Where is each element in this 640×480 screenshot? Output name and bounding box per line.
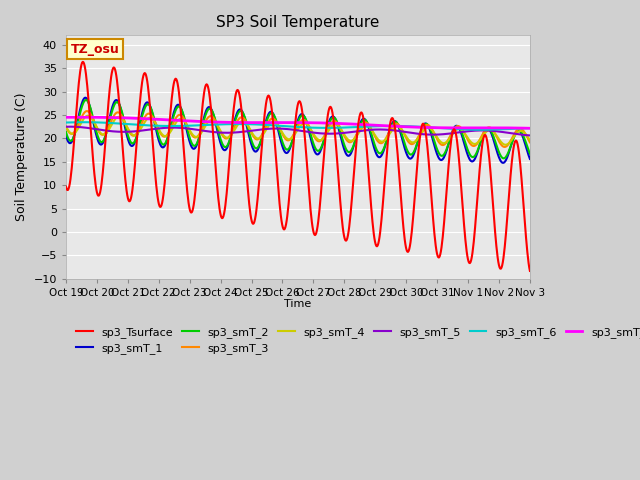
- X-axis label: Time: Time: [284, 299, 312, 309]
- Title: SP3 Soil Temperature: SP3 Soil Temperature: [216, 15, 380, 30]
- Text: TZ_osu: TZ_osu: [70, 43, 119, 56]
- Legend: sp3_Tsurface, sp3_smT_1, sp3_smT_2, sp3_smT_3, sp3_smT_4, sp3_smT_5, sp3_smT_6, : sp3_Tsurface, sp3_smT_1, sp3_smT_2, sp3_…: [72, 322, 640, 359]
- Y-axis label: Soil Temperature (C): Soil Temperature (C): [15, 93, 28, 221]
